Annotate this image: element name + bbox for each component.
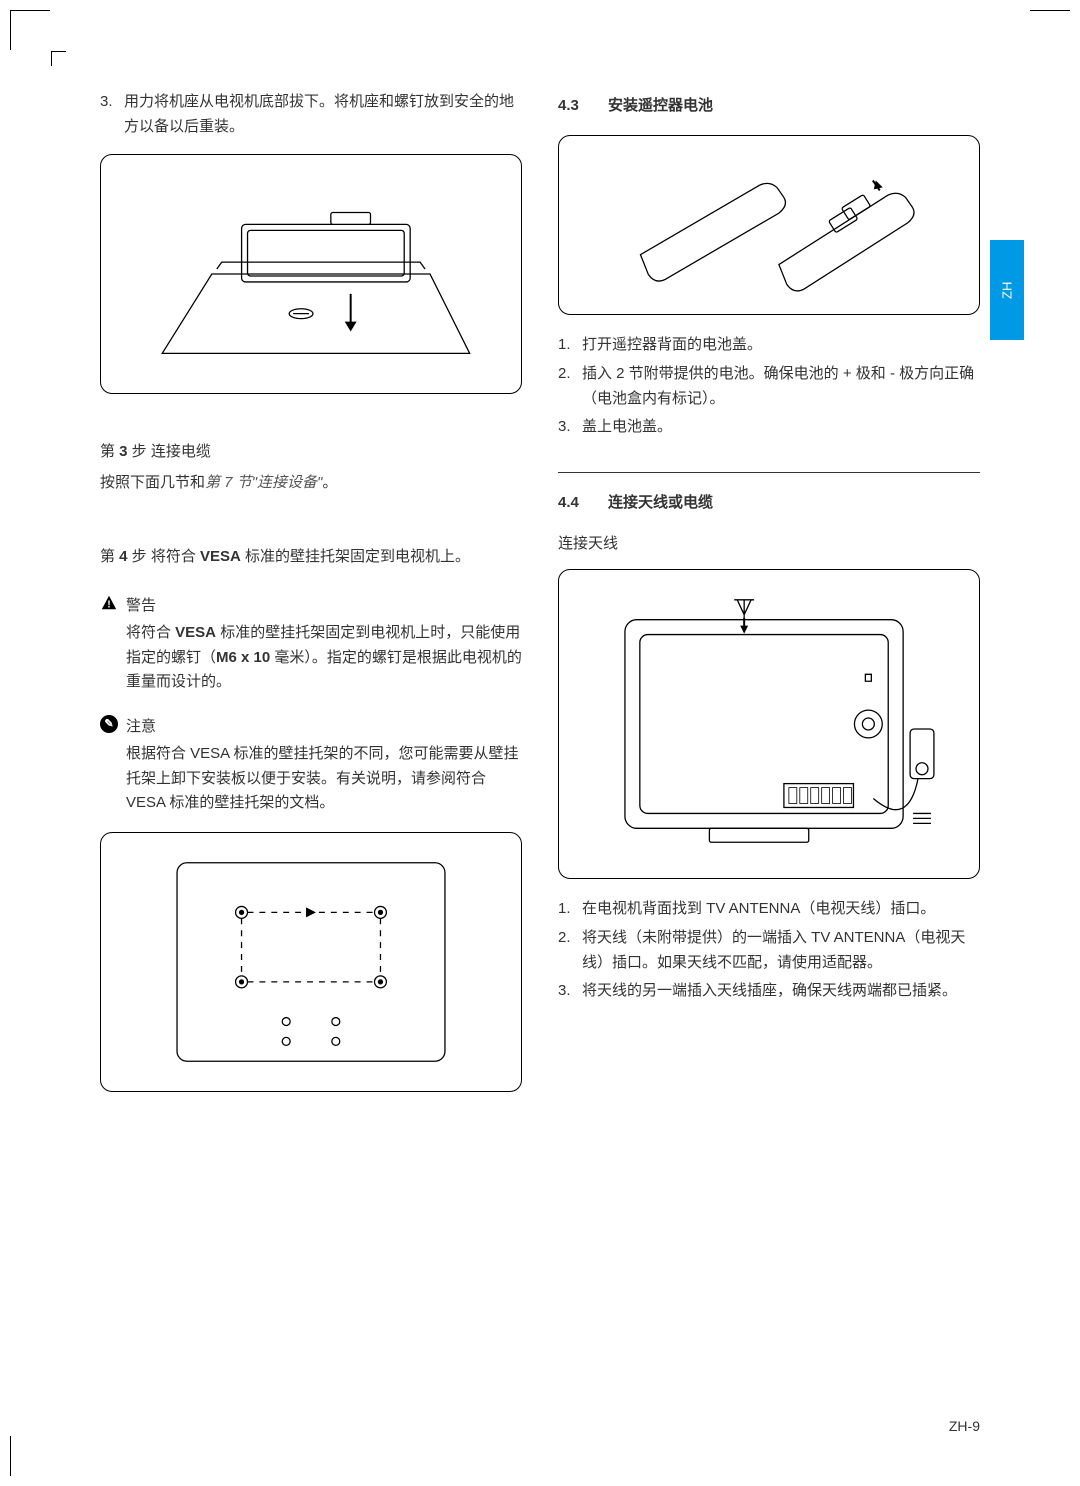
item-text: 插入 2 节附带提供的电池。确保电池的 + 极和 - 极方向正确（电池盒内有标记…: [582, 362, 980, 412]
list-item: 1.在电视机背面找到 TV ANTENNA（电视天线）插口。: [558, 897, 980, 922]
step-3-heading: 第 3 步 连接电缆: [100, 440, 522, 461]
item-number: 2.: [558, 362, 582, 412]
figure-vesa-mount: [100, 832, 522, 1092]
language-tab: ZH: [990, 240, 1024, 340]
step-3-body: 按照下面几节和第 7 节"连接设备"。: [100, 471, 522, 496]
note-title: 注意: [126, 715, 522, 740]
svg-text:!: !: [107, 600, 110, 611]
item-text: 将天线的另一端插入天线插座，确保天线两端都已插紧。: [582, 979, 980, 1004]
list-item: 2.将天线（未附带提供）的一端插入 TV ANTENNA（电视天线）插口。如果天…: [558, 926, 980, 976]
note-callout: ✎ 注意 根据符合 VESA 标准的壁挂托架的不同，您可能需要从壁挂托架上卸下安…: [100, 715, 522, 816]
subsection-antenna-heading: 连接天线: [558, 532, 980, 553]
item-text: 盖上电池盖。: [582, 415, 980, 440]
warning-text: 将符合 VESA 标准的壁挂托架固定到电视机上时，只能使用指定的螺钉（M6 x …: [126, 621, 522, 695]
section-4-4-heading: 4.4连接天线或电缆: [558, 491, 980, 512]
section-4-3-heading: 4.3安装遥控器电池: [558, 94, 980, 115]
list-item: 1.打开遥控器背面的电池盖。: [558, 333, 980, 358]
item-text: 将天线（未附带提供）的一端插入 TV ANTENNA（电视天线）插口。如果天线不…: [582, 926, 980, 976]
left-column: 3. 用力将机座从电视机底部拔下。将机座和螺钉放到安全的地方以备以后重装。: [100, 90, 522, 1396]
item-number: 3.: [100, 90, 124, 140]
list-item: 2.插入 2 节附带提供的电池。确保电池的 + 极和 - 极方向正确（电池盒内有…: [558, 362, 980, 412]
item-text: 打开遥控器背面的电池盖。: [582, 333, 980, 358]
figure-remote-batteries: [558, 135, 980, 315]
figure-tv-stand-removal: [100, 154, 522, 394]
list-item: 3.盖上电池盖。: [558, 415, 980, 440]
warning-callout: ! 警告 将符合 VESA 标准的壁挂托架固定到电视机上时，只能使用指定的螺钉（…: [100, 594, 522, 695]
item-number: 3.: [558, 415, 582, 440]
item-number: 1.: [558, 897, 582, 922]
item-number: 3.: [558, 979, 582, 1004]
warning-title: 警告: [126, 594, 522, 619]
item-number: 2.: [558, 926, 582, 976]
divider: [558, 472, 980, 473]
list-item: 3.将天线的另一端插入天线插座，确保天线两端都已插紧。: [558, 979, 980, 1004]
right-column: 4.3安装遥控器电池 1.打开遥控器背面的电池盖。2.插入 2 节附带提供的电池…: [558, 90, 980, 1396]
item-text: 在电视机背面找到 TV ANTENNA（电视天线）插口。: [582, 897, 980, 922]
note-icon: ✎: [100, 715, 126, 816]
page-number: ZH-9: [949, 1418, 980, 1434]
warning-icon: !: [100, 594, 126, 695]
list-item: 3. 用力将机座从电视机底部拔下。将机座和螺钉放到安全的地方以备以后重装。: [100, 90, 522, 140]
figure-antenna-connection: [558, 569, 980, 879]
item-number: 1.: [558, 333, 582, 358]
page-content: 3. 用力将机座从电视机底部拔下。将机座和螺钉放到安全的地方以备以后重装。: [100, 90, 980, 1396]
note-text: 根据符合 VESA 标准的壁挂托架的不同，您可能需要从壁挂托架上卸下安装板以便于…: [126, 742, 522, 816]
step-4-heading: 第 4 步 将符合 VESA 标准的壁挂托架固定到电视机上。: [100, 545, 522, 570]
item-text: 用力将机座从电视机底部拔下。将机座和螺钉放到安全的地方以备以后重装。: [124, 90, 522, 140]
